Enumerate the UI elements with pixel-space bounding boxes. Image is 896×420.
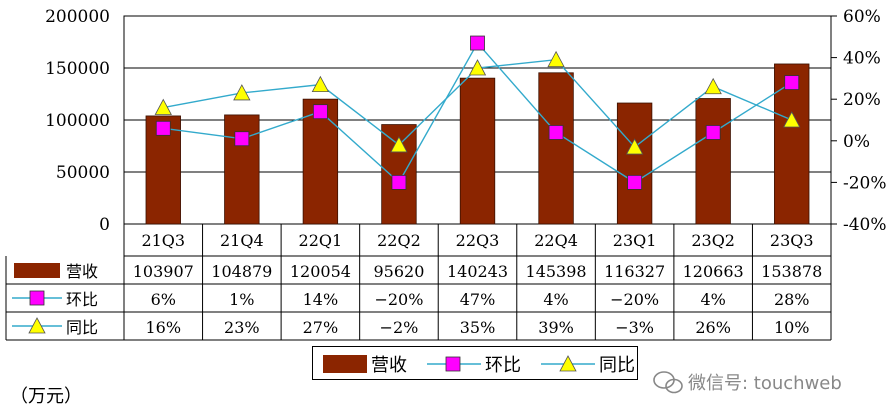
watermark: 微信号: touchweb	[650, 366, 890, 398]
legend-yoy-marker	[559, 355, 577, 372]
y-left-tick-label: 100000	[45, 111, 110, 131]
table-cell: 103907	[133, 262, 194, 281]
table-cell: 104879	[211, 262, 272, 281]
y-right-tick-label: -20%	[843, 173, 887, 193]
x-tick-label: 23Q2	[691, 231, 735, 250]
qoq-point	[784, 75, 800, 90]
y-right-tick-label: 60%	[843, 7, 881, 27]
y-left-tick-label: 200000	[45, 7, 110, 27]
table-cell: 27%	[303, 318, 339, 337]
table-series-label: 同比	[66, 318, 98, 337]
wechat-icon	[653, 371, 683, 394]
yoy-point	[468, 59, 487, 76]
yoy-point	[154, 98, 172, 115]
revenue-bar	[224, 114, 260, 225]
table-legend-qoq-marker	[29, 290, 45, 306]
qoq-point	[234, 131, 250, 147]
y-right-tick-label: 20%	[843, 90, 881, 110]
qoq-point	[155, 120, 171, 136]
y-right-tick-label: -40%	[843, 215, 887, 235]
table-cell: 1%	[229, 290, 254, 309]
yoy-point	[311, 75, 330, 93]
yoy-point	[625, 138, 644, 155]
table-legend-revenue	[14, 263, 60, 278]
table-cell: 14%	[303, 290, 339, 309]
table-legend-yoy-marker	[28, 317, 46, 334]
qoq-point	[470, 35, 485, 51]
x-tick-label: 21Q4	[220, 231, 264, 250]
table-cell: 145398	[526, 262, 587, 281]
table-cell: 95620	[373, 262, 424, 281]
yoy-point	[547, 50, 565, 68]
x-tick-label: 22Q4	[534, 231, 578, 250]
x-tick-label: 23Q3	[770, 231, 814, 250]
x-tick-label: 22Q1	[299, 231, 343, 250]
table-cell: 6%	[151, 290, 176, 309]
table-cell: 47%	[460, 290, 496, 309]
x-tick-label: 22Q3	[456, 231, 500, 250]
qoq-point	[548, 125, 564, 140]
qoq-point	[705, 125, 721, 140]
legend-qoq-label: 环比	[485, 355, 521, 376]
revenue-bar	[302, 98, 339, 225]
yoy-point	[783, 111, 801, 128]
yoy-point	[233, 84, 251, 101]
table-cell: 28%	[774, 290, 810, 309]
table-cell: −20%	[610, 290, 659, 309]
table-cell: 35%	[460, 318, 496, 337]
table-cell: 10%	[774, 318, 810, 337]
table-series-label: 环比	[66, 290, 98, 309]
x-tick-label: 23Q1	[613, 231, 657, 250]
revenue-bar	[538, 72, 574, 225]
qoq-point	[391, 174, 407, 190]
table-cell: −3%	[615, 318, 654, 337]
x-tick-label: 21Q3	[141, 231, 185, 250]
revenue-bar	[695, 98, 731, 225]
watermark-text: 微信号: touchweb	[688, 373, 842, 394]
table-cell: 16%	[145, 318, 181, 337]
x-tick-label: 22Q2	[377, 231, 421, 250]
table-cell: 26%	[695, 318, 731, 337]
table-cell: −20%	[374, 290, 423, 309]
table-cell: −2%	[380, 318, 419, 337]
yoy-point	[704, 77, 722, 95]
unit-label: （万元）	[10, 386, 82, 407]
table-cell: 120054	[290, 262, 351, 281]
y-left-tick-label: 50000	[56, 163, 110, 183]
table-cell: 140243	[447, 262, 508, 281]
table-cell: 120663	[683, 262, 744, 281]
table-cell: 4%	[543, 290, 568, 309]
qoq-point	[312, 104, 328, 120]
table-cell: 23%	[224, 318, 260, 337]
y-left-tick-label: 0	[99, 215, 110, 235]
legend: 营收 环比 同比	[312, 346, 638, 380]
yoy-point	[390, 136, 408, 153]
legend-revenue-label: 营收	[371, 355, 407, 376]
legend-qoq-marker	[445, 356, 461, 372]
table-cell: 116327	[604, 262, 665, 281]
legend-yoy-label: 同比	[599, 355, 635, 376]
revenue-bar	[616, 102, 653, 225]
table-cell: 39%	[538, 318, 574, 337]
y-right-tick-label: 40%	[843, 49, 881, 69]
revenue-bar	[459, 77, 496, 225]
legend-revenue-swatch	[323, 355, 367, 373]
y-left-tick-label: 150000	[45, 59, 110, 79]
table-series-label: 营收	[66, 262, 98, 281]
y-right-tick-label: 0%	[843, 132, 870, 152]
qoq-point	[627, 174, 643, 190]
table-cell: 4%	[700, 290, 725, 309]
table-cell: 153878	[761, 262, 822, 281]
